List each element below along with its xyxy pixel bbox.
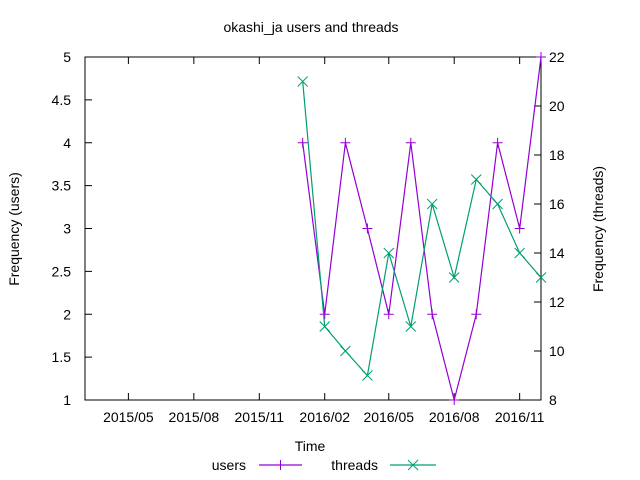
data-point-threads [426, 198, 438, 210]
y-tick-label: 2.5 [52, 263, 72, 279]
plot-frame [84, 56, 542, 401]
x-axis: 2015/05 2015/08 2015/11 2016/02 2016/05 2016/… [103, 57, 545, 425]
x-axis-label: Time [295, 438, 326, 454]
data-point-users [536, 52, 546, 62]
y-tick-label: 4.5 [52, 92, 72, 108]
cross-marker [407, 459, 419, 471]
x-tick-label: 2016/05 [363, 409, 414, 425]
series-layer [297, 52, 547, 405]
y-tick-label: 2 [63, 306, 71, 322]
data-point-users [340, 137, 351, 148]
x-tick-label: 2016/11 [495, 409, 545, 425]
data-point-threads [514, 247, 526, 259]
y-tick-label: 5 [63, 49, 71, 65]
legend: users threads [212, 457, 436, 473]
data-point-users [319, 309, 330, 320]
y-axis-right: 8 10 12 14 16 18 20 22 [534, 49, 565, 408]
y-tick-label: 3.5 [52, 178, 72, 194]
y2-tick-label: 14 [549, 245, 565, 261]
legend-item-threads: threads [331, 457, 436, 473]
series-threads [297, 76, 547, 381]
legend-label: users [212, 457, 246, 473]
y2-axis-label: Frequency (threads) [590, 166, 606, 292]
y-tick-label: 4 [63, 135, 71, 151]
data-point-users [514, 223, 525, 234]
data-point-users [492, 137, 503, 148]
y-tick-label: 1.5 [52, 349, 72, 365]
legend-item-users: users [212, 457, 302, 473]
y2-tick-label: 8 [549, 392, 557, 408]
legend-label: threads [331, 457, 378, 473]
y-tick-label: 1 [63, 392, 71, 408]
y2-tick-label: 12 [549, 294, 565, 310]
y2-tick-label: 10 [549, 343, 565, 359]
data-point-users [383, 309, 394, 320]
y2-tick-label: 22 [549, 49, 565, 65]
data-point-users [449, 395, 460, 405]
y-axis-label: Frequency (users) [6, 172, 22, 286]
plus-marker [275, 460, 286, 470]
data-point-threads [340, 345, 351, 357]
data-point-threads [448, 272, 460, 283]
data-point-users [427, 309, 438, 320]
data-point-threads [492, 198, 503, 210]
data-point-threads [319, 321, 331, 332]
data-point-users [471, 309, 482, 320]
x-tick-label: 2015/05 [103, 409, 154, 425]
plot-border [84, 56, 542, 401]
data-point-users [405, 137, 416, 148]
data-point-threads [362, 370, 373, 381]
chart-title: okashi_ja users and threads [223, 19, 398, 35]
x-tick-label: 2015/08 [169, 409, 220, 425]
y-axis-left: 1 1.5 2 2.5 3 3.5 4 4.5 5 [52, 49, 92, 408]
x-tick-label: 2016/02 [299, 409, 350, 425]
data-point-threads [405, 321, 417, 332]
data-point-threads [535, 272, 547, 283]
y-tick-label: 3 [63, 221, 71, 237]
y2-tick-label: 20 [549, 98, 565, 114]
x-tick-label: 2015/11 [235, 409, 285, 425]
data-point-threads [470, 174, 482, 185]
x-tick-label: 2016/08 [429, 409, 480, 425]
series-line-users [302, 56, 542, 401]
y2-tick-label: 18 [549, 147, 565, 163]
series-users [297, 52, 546, 405]
data-point-threads [383, 247, 395, 259]
data-point-users [362, 223, 373, 234]
data-point-threads [297, 76, 309, 87]
data-point-users [297, 137, 308, 148]
y2-tick-label: 16 [549, 196, 565, 212]
